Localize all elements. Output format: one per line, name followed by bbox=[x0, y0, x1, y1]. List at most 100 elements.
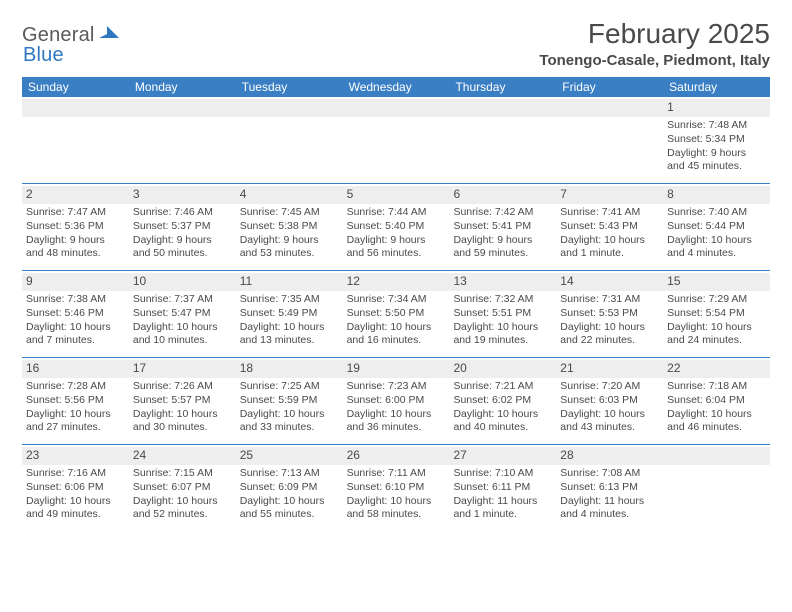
calendar-week-row: 9Sunrise: 7:38 AMSunset: 5:46 PMDaylight… bbox=[22, 271, 770, 358]
daynum-stripe: 17 bbox=[129, 360, 236, 378]
calendar-cell: 3Sunrise: 7:46 AMSunset: 5:37 PMDaylight… bbox=[129, 184, 236, 270]
daynum-stripe: 18 bbox=[236, 360, 343, 378]
daynum-stripe bbox=[556, 99, 663, 117]
day-number: 17 bbox=[133, 361, 146, 375]
sunrise-text: Sunrise: 7:20 AM bbox=[560, 380, 659, 394]
daylight-text: Daylight: 10 hours and 33 minutes. bbox=[240, 408, 339, 436]
day-number: 2 bbox=[26, 187, 33, 201]
sunset-text: Sunset: 5:34 PM bbox=[667, 133, 766, 147]
dayhdr-wed: Wednesday bbox=[343, 77, 450, 97]
daylight-text: Daylight: 10 hours and 22 minutes. bbox=[560, 321, 659, 349]
sunset-text: Sunset: 5:43 PM bbox=[560, 220, 659, 234]
calendar-grid: Sunday Monday Tuesday Wednesday Thursday… bbox=[22, 77, 770, 531]
day-number: 7 bbox=[560, 187, 567, 201]
day-number: 26 bbox=[347, 448, 360, 462]
daynum-stripe: 8 bbox=[663, 186, 770, 204]
dayhdr-sun: Sunday bbox=[22, 77, 129, 97]
logo-mark-icon bbox=[99, 22, 121, 45]
daylight-text: Daylight: 10 hours and 30 minutes. bbox=[133, 408, 232, 436]
calendar-cell: 21Sunrise: 7:20 AMSunset: 6:03 PMDayligh… bbox=[556, 358, 663, 444]
day-number: 19 bbox=[347, 361, 360, 375]
daylight-text: Daylight: 10 hours and 55 minutes. bbox=[240, 495, 339, 523]
sunrise-text: Sunrise: 7:21 AM bbox=[453, 380, 552, 394]
daylight-text: Daylight: 9 hours and 59 minutes. bbox=[453, 234, 552, 262]
calendar-cell bbox=[556, 97, 663, 183]
calendar-header-row: Sunday Monday Tuesday Wednesday Thursday… bbox=[22, 77, 770, 97]
sunset-text: Sunset: 6:13 PM bbox=[560, 481, 659, 495]
calendar-week-row: 16Sunrise: 7:28 AMSunset: 5:56 PMDayligh… bbox=[22, 358, 770, 445]
daynum-stripe: 28 bbox=[556, 447, 663, 465]
sunrise-text: Sunrise: 7:34 AM bbox=[347, 293, 446, 307]
day-number: 24 bbox=[133, 448, 146, 462]
dayhdr-mon: Monday bbox=[129, 77, 236, 97]
daylight-text: Daylight: 10 hours and 4 minutes. bbox=[667, 234, 766, 262]
daylight-text: Daylight: 10 hours and 13 minutes. bbox=[240, 321, 339, 349]
logo-text-blue: Blue bbox=[23, 44, 64, 66]
day-number: 13 bbox=[453, 274, 466, 288]
sunset-text: Sunset: 6:10 PM bbox=[347, 481, 446, 495]
calendar-cell: 10Sunrise: 7:37 AMSunset: 5:47 PMDayligh… bbox=[129, 271, 236, 357]
sunset-text: Sunset: 5:54 PM bbox=[667, 307, 766, 321]
daynum-stripe: 25 bbox=[236, 447, 343, 465]
daynum-stripe: 2 bbox=[22, 186, 129, 204]
daynum-stripe bbox=[663, 447, 770, 465]
dayhdr-sat: Saturday bbox=[663, 77, 770, 97]
daylight-text: Daylight: 9 hours and 53 minutes. bbox=[240, 234, 339, 262]
calendar-cell: 6Sunrise: 7:42 AMSunset: 5:41 PMDaylight… bbox=[449, 184, 556, 270]
day-number bbox=[133, 100, 136, 114]
day-number: 3 bbox=[133, 187, 140, 201]
sunset-text: Sunset: 5:37 PM bbox=[133, 220, 232, 234]
calendar-cell: 25Sunrise: 7:13 AMSunset: 6:09 PMDayligh… bbox=[236, 445, 343, 531]
daylight-text: Daylight: 10 hours and 7 minutes. bbox=[26, 321, 125, 349]
day-number bbox=[453, 100, 456, 114]
sunset-text: Sunset: 6:02 PM bbox=[453, 394, 552, 408]
calendar-week-row: 1Sunrise: 7:48 AMSunset: 5:34 PMDaylight… bbox=[22, 97, 770, 184]
daynum-stripe: 20 bbox=[449, 360, 556, 378]
daylight-text: Daylight: 10 hours and 46 minutes. bbox=[667, 408, 766, 436]
sunset-text: Sunset: 6:06 PM bbox=[26, 481, 125, 495]
day-number: 1 bbox=[667, 100, 674, 114]
daylight-text: Daylight: 10 hours and 10 minutes. bbox=[133, 321, 232, 349]
calendar-weeks: 1 Sunrise: 7:48 AMSunset: 5:34 PM Daylight… bbox=[22, 97, 770, 531]
sunrise-text: Sunrise: 7:29 AM bbox=[667, 293, 766, 307]
sunset-text: Sunset: 5:51 PM bbox=[453, 307, 552, 321]
daylight-text: Daylight: 9 hours and 56 minutes. bbox=[347, 234, 446, 262]
daylight-text: Daylight: 10 hours and 16 minutes. bbox=[347, 321, 446, 349]
calendar-page: General February 2025 Tonengo-Casale, Pi… bbox=[0, 0, 792, 541]
daynum-stripe: 22 bbox=[663, 360, 770, 378]
calendar-week-row: 2Sunrise: 7:47 AMSunset: 5:36 PMDaylight… bbox=[22, 184, 770, 271]
sunset-text: Sunset: 5:46 PM bbox=[26, 307, 125, 321]
sunrise-text: Sunrise: 7:42 AM bbox=[453, 206, 552, 220]
sunset-text: Sunset: 6:09 PM bbox=[240, 481, 339, 495]
calendar-cell: 19Sunrise: 7:23 AMSunset: 6:00 PMDayligh… bbox=[343, 358, 450, 444]
sunset-text: Sunset: 5:41 PM bbox=[453, 220, 552, 234]
sunrise-text: Sunrise: 7:48 AM bbox=[667, 119, 766, 133]
calendar-cell bbox=[343, 97, 450, 183]
sunrise-text: Sunrise: 7:25 AM bbox=[240, 380, 339, 394]
sunrise-text: Sunrise: 7:10 AM bbox=[453, 467, 552, 481]
sunset-text: Sunset: 5:53 PM bbox=[560, 307, 659, 321]
calendar-cell: 27Sunrise: 7:10 AMSunset: 6:11 PMDayligh… bbox=[449, 445, 556, 531]
day-number: 11 bbox=[240, 274, 252, 288]
day-number: 16 bbox=[26, 361, 39, 375]
calendar-cell bbox=[22, 97, 129, 183]
calendar-cell: 24Sunrise: 7:15 AMSunset: 6:07 PMDayligh… bbox=[129, 445, 236, 531]
calendar-cell: 16Sunrise: 7:28 AMSunset: 5:56 PMDayligh… bbox=[22, 358, 129, 444]
daylight-text: Daylight: 10 hours and 24 minutes. bbox=[667, 321, 766, 349]
daynum-stripe: 3 bbox=[129, 186, 236, 204]
calendar-cell: 8Sunrise: 7:40 AMSunset: 5:44 PMDaylight… bbox=[663, 184, 770, 270]
daylight-text: Daylight: 10 hours and 52 minutes. bbox=[133, 495, 232, 523]
daynum-stripe: 12 bbox=[343, 273, 450, 291]
sunrise-text: Sunrise: 7:18 AM bbox=[667, 380, 766, 394]
sunrise-text: Sunrise: 7:44 AM bbox=[347, 206, 446, 220]
daylight-text: Daylight: 10 hours and 36 minutes. bbox=[347, 408, 446, 436]
sunrise-text: Sunrise: 7:45 AM bbox=[240, 206, 339, 220]
sunrise-text: Sunrise: 7:11 AM bbox=[347, 467, 446, 481]
sunrise-text: Sunrise: 7:37 AM bbox=[133, 293, 232, 307]
daylight-text: Daylight: 10 hours and 19 minutes. bbox=[453, 321, 552, 349]
calendar-cell: 12Sunrise: 7:34 AMSunset: 5:50 PMDayligh… bbox=[343, 271, 450, 357]
sunset-text: Sunset: 6:00 PM bbox=[347, 394, 446, 408]
daynum-stripe bbox=[343, 99, 450, 117]
daynum-stripe bbox=[236, 99, 343, 117]
daynum-stripe: 1 bbox=[663, 99, 770, 117]
